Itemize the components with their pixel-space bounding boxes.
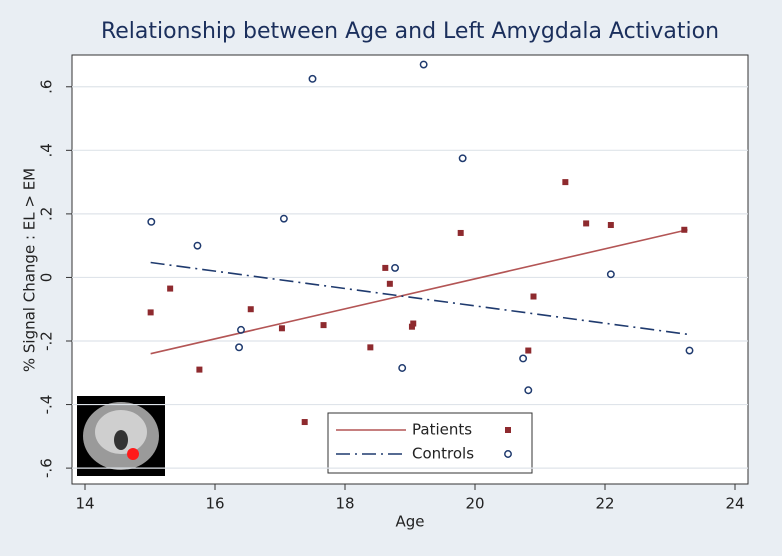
point xyxy=(235,343,244,352)
point xyxy=(193,241,202,250)
point xyxy=(391,263,399,272)
point xyxy=(419,60,428,69)
y-tick-label: .2 xyxy=(38,207,56,221)
point xyxy=(408,323,415,330)
point xyxy=(607,222,614,229)
amygdala-highlight xyxy=(127,448,139,460)
point xyxy=(301,419,308,426)
point xyxy=(308,74,317,83)
point xyxy=(147,309,154,316)
point xyxy=(398,364,407,372)
point xyxy=(562,179,569,186)
point xyxy=(519,354,528,363)
point xyxy=(458,154,467,163)
y-tick-label: .6 xyxy=(38,80,56,94)
point xyxy=(606,270,615,279)
y-tick-label: 0 xyxy=(38,273,56,283)
point xyxy=(167,285,174,292)
point xyxy=(530,293,537,300)
x-tick-label: 16 xyxy=(205,495,224,513)
y-tick-label: -.4 xyxy=(38,395,56,415)
point xyxy=(247,306,254,313)
ventricle xyxy=(114,430,128,450)
x-tick-label: 18 xyxy=(335,495,354,513)
y-tick-label: -.2 xyxy=(38,331,56,351)
legend-marker xyxy=(504,450,512,458)
legend-label: Controls xyxy=(412,445,474,463)
point xyxy=(410,320,417,327)
chart-title: Relationship between Age and Left Amygda… xyxy=(101,19,719,44)
point xyxy=(320,322,327,329)
point xyxy=(279,214,288,223)
fit-line xyxy=(150,261,691,336)
point xyxy=(196,366,203,373)
legend: Patients Controls xyxy=(327,412,533,474)
point xyxy=(525,347,532,354)
legend-marker xyxy=(505,427,511,433)
point xyxy=(685,346,694,355)
x-tick-label: 24 xyxy=(725,495,744,513)
point xyxy=(457,229,464,236)
point xyxy=(524,386,533,395)
x-tick-label: 20 xyxy=(465,495,484,513)
y-tick-label: -.6 xyxy=(38,458,56,478)
x-tick-label: 14 xyxy=(75,495,94,513)
point xyxy=(237,325,245,334)
point xyxy=(681,226,688,233)
inset-brain-image xyxy=(77,396,165,476)
point xyxy=(147,217,156,226)
point xyxy=(367,344,374,351)
point xyxy=(583,220,590,227)
point xyxy=(386,280,393,287)
point xyxy=(382,264,389,271)
x-axis-label: Age xyxy=(395,513,424,531)
x-tick-label: 22 xyxy=(595,495,614,513)
legend-label: Patients xyxy=(412,421,472,439)
y-axis-label: % Signal Change : EL > EM xyxy=(21,168,39,372)
point xyxy=(278,325,285,332)
y-tick-label: .4 xyxy=(38,143,56,157)
legend-box xyxy=(327,412,533,474)
